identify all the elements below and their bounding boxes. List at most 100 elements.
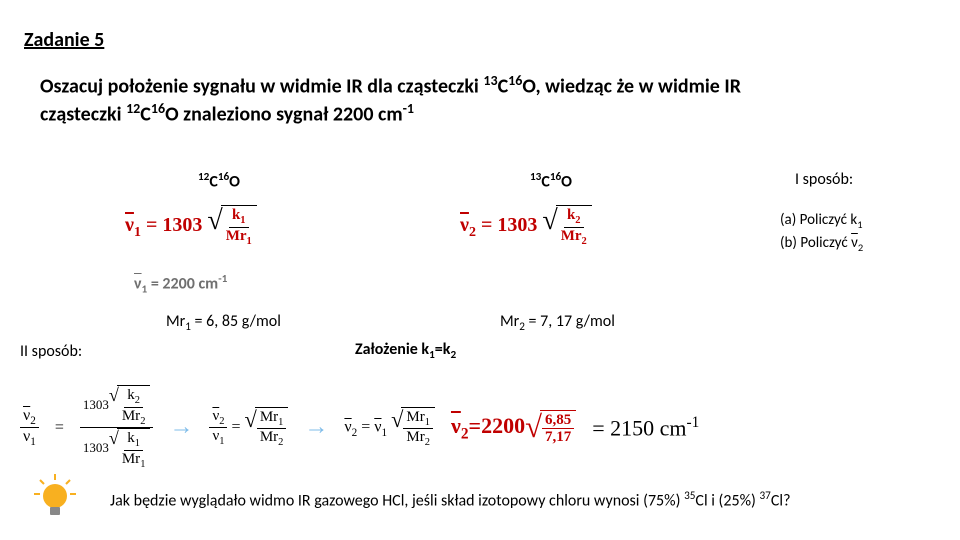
er-val: = 2200 cm: [147, 274, 218, 293]
q-line1-pre: Oszacuj położenie sygnału w widmie IR dl…: [40, 75, 483, 99]
fu-pre: Jak będzie wyglądało widmo IR gazowego H…: [110, 491, 684, 510]
d3-mds: 2: [425, 437, 430, 448]
er-exp: -1: [218, 272, 227, 286]
fr-exp: -1: [687, 414, 700, 431]
arrow-icon: →: [169, 414, 193, 441]
eq1-coef: = 1303: [141, 214, 202, 236]
assumption: Założenie k1=k2: [355, 340, 456, 362]
q-line2-pre: cząsteczki: [40, 102, 126, 126]
eq1-nu: ν: [125, 214, 134, 236]
d2-md: Mr: [260, 429, 278, 445]
q-mol2-c: 16: [151, 100, 165, 117]
l13-d: O: [561, 172, 572, 191]
f-nus: 2: [461, 425, 469, 442]
equation-nu2: ν2 = 1303 k2Mr2: [460, 205, 592, 247]
eq1-m: Mr: [226, 228, 247, 244]
deriv-rhs1: 1303k2Mr2 1303k1Mr1: [80, 385, 154, 470]
q-exp: -1: [403, 100, 414, 117]
d3-nu1s: 1: [382, 426, 388, 438]
m1-b: (b) Policzyć: [780, 234, 851, 252]
q-line1-post: , wiedząc że w widmie IR: [535, 75, 741, 99]
l13-a: 13: [530, 170, 541, 184]
d-eq3: =: [361, 418, 374, 435]
q-mol1-d: O: [522, 75, 535, 99]
f-coef: =2200: [469, 413, 526, 438]
label-13c16o: 13C16O: [530, 170, 572, 191]
method2-title: II sposób:: [20, 342, 82, 361]
q-mol1-a: 13: [483, 72, 497, 89]
d3-mn: Mr: [406, 409, 424, 425]
q-mol1-c: 16: [508, 72, 522, 89]
er-nu: ν: [134, 274, 142, 293]
as-pre: Założenie k: [355, 340, 429, 359]
final-result: = 2150 cm-1: [592, 414, 699, 441]
d-rd-ks: 1: [135, 438, 140, 449]
d-rd-c: 1303: [83, 440, 109, 455]
mr1-value: Mr1 = 6, 85 g/mol: [166, 312, 281, 334]
d3-nu2: ν: [344, 418, 351, 435]
deriv-step2: ν2ν1 = Mr1Mr2: [209, 407, 288, 449]
d-rd-k: k: [127, 430, 135, 446]
l12-a: 12: [198, 170, 209, 184]
followup-question: Jak będzie wyglądało widmo IR gazowego H…: [110, 489, 940, 510]
d3-nu2s: 2: [352, 426, 358, 438]
m1-a2: 1: [857, 218, 862, 231]
deriv-lhs: ν2 ν1: [20, 407, 39, 449]
derivation-row: ν2 ν1 = 1303k2Mr2 1303k1Mr1 → ν2ν1 = Mr1…: [20, 385, 950, 470]
q-mol2-a: 12: [126, 100, 140, 117]
d-rn-k: k: [127, 387, 135, 403]
mr2-value: Mr2 = 7, 17 g/mol: [500, 312, 615, 334]
d-eq1: =: [55, 419, 64, 437]
f-num: 6,85: [542, 412, 574, 430]
nu1-value: ν1 = 2200 cm-1: [134, 272, 227, 297]
l13-c: 16: [550, 170, 561, 184]
mr1-pre: Mr: [166, 312, 185, 331]
arrow-icon: →: [304, 414, 328, 441]
m1-bnu: ν: [851, 234, 858, 252]
d2-mds: 2: [278, 437, 283, 448]
d-rn-m: Mr: [122, 408, 140, 424]
d-rd-ms: 1: [140, 459, 145, 470]
eq2-sub: 2: [469, 225, 476, 240]
l12-b: C: [209, 172, 217, 191]
f-nu: ν: [451, 413, 461, 438]
m1-b2: 2: [858, 241, 863, 254]
f-den: 7,17: [542, 429, 574, 446]
d-rn-ks: 2: [135, 395, 140, 406]
final-equation: ν2=2200 6,857,17: [451, 410, 576, 446]
eq2-coef: = 1303: [476, 214, 537, 236]
d2-mns: 1: [278, 417, 283, 428]
d2-mn: Mr: [260, 409, 278, 425]
d-rn-ms: 2: [140, 416, 145, 427]
l12-d: O: [229, 172, 240, 191]
d3-md: Mr: [406, 429, 424, 445]
deriv-step3: ν2 = ν1 Mr1Mr2: [344, 407, 435, 449]
question-text: Oszacuj położenie sygnału w widmie IR dl…: [40, 72, 920, 127]
eq1-sub: 1: [134, 225, 141, 240]
fu-mid: i (25%): [708, 491, 760, 510]
d2-d-s: 1: [219, 436, 224, 447]
label-12c16o: 12C16O: [198, 170, 240, 191]
mr2-pre: Mr: [500, 312, 519, 331]
l12-c: 16: [218, 170, 229, 184]
fr-val: = 2150 cm: [592, 415, 686, 440]
fu-1b: Cl: [695, 491, 707, 510]
fu-2b: Cl?: [771, 491, 791, 510]
eq2-ks: 2: [575, 215, 580, 226]
method1-steps: (a) Policzyć k1 (b) Policzyć ν2: [780, 210, 863, 255]
fu-2a: 37: [760, 489, 771, 503]
d3-nu1: ν: [374, 418, 381, 435]
as-mid: =k: [435, 340, 451, 359]
d-ld-s: 1: [30, 436, 36, 448]
d3-mns: 1: [425, 417, 430, 428]
m1-a: (a) Policzyć k: [780, 211, 857, 229]
task-title: Zadanie 5: [24, 28, 104, 52]
as-s2: 2: [450, 348, 456, 362]
q-line2-post: znaleziono sygnał 2200 cm: [179, 102, 403, 126]
eq1-ks: 1: [240, 215, 245, 226]
equation-nu1: ν1 = 1303 k1Mr1: [125, 205, 257, 247]
lightbulb-icon: [30, 472, 80, 522]
fu-1a: 35: [684, 489, 695, 503]
eq2-ms: 2: [582, 236, 587, 247]
d-rn-c: 1303: [83, 397, 109, 412]
